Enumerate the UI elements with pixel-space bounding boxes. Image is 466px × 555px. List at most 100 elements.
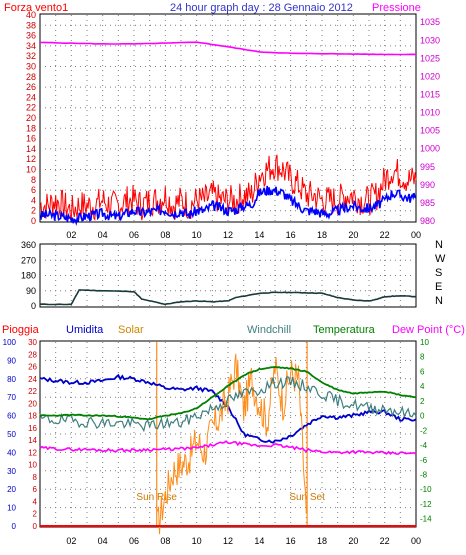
umidita-y-tick-label: 60 [7,412,16,421]
pressure-y-tick-label: 1000 [420,144,440,154]
pioggia-y-tick-label: 6 [33,485,38,494]
x-tick-label: 06 [129,536,139,546]
sun-marker-label: Sun Rise [136,492,177,503]
temperature-y-tick-label: -4 [420,441,428,450]
temperature-y-tick-label: 6 [420,367,425,376]
pioggia-y-tick-label: 26 [28,363,37,372]
x-tick-label: 08 [160,230,170,240]
pioggia-y-tick-label: 18 [28,412,37,421]
wind-y-tick-label: 20 [26,113,36,123]
x-tick-label: 14 [254,230,264,240]
pioggia-y-tick-label: 30 [28,338,37,347]
wind-direction-line [39,289,417,306]
umidita-y-tick-label: 50 [7,430,16,439]
wind-y-tick-label: 2 [31,206,36,216]
pressure-line [39,41,417,56]
graph-title: 24 hour graph day : 28 Gennaio 2012 [170,2,353,14]
pressure-y-tick-label: 1005 [420,126,440,136]
temperature-y-tick-label: -8 [420,470,428,479]
wind-y-tick-label: 26 [26,82,36,92]
x-tick-label: 16 [286,536,296,546]
legend-dewpoint: Dew Point (°C) [392,324,465,336]
windchill-line [39,376,417,433]
temperature-y-tick-label: 0 [420,412,425,421]
series-layer: Sun Rise Sun Set [39,41,417,535]
wind-y-tick-label: 4 [31,195,36,205]
umidita-y-tick-label: 0 [12,522,17,531]
x-tick-label: 02 [66,230,76,240]
x-tick-label: 14 [254,536,264,546]
pioggia-y-tick-label: 0 [33,522,38,531]
pioggia-y-tick-label: 12 [28,448,37,457]
wind-y-tick-label: 28 [26,72,36,82]
pioggia-y-tick-label: 4 [33,497,38,506]
wind-y-tick-label: 24 [26,92,36,102]
pioggia-y-tick-label: 24 [28,375,37,384]
legend-umidita: Umidita [66,324,104,336]
x-tick-label: 22 [380,536,390,546]
temperature-y-tick-label: -14 [420,515,432,524]
x-tick-label: 22 [380,230,390,240]
axis-layer: 0246810121416182022242628303234363840980… [3,10,446,546]
umidita-y-tick-label: 30 [7,467,16,476]
umidita-y-tick-label: 20 [7,485,16,494]
temperatura-line [39,366,417,421]
wind-y-tick-label: 32 [26,51,36,61]
pressure-y-tick-label: 980 [420,216,435,226]
x-tick-label: 12 [223,230,233,240]
x-tick-label: 02 [66,536,76,546]
legend-windchill: Windchill [247,324,291,336]
x-tick-label: 08 [160,536,170,546]
umidita-y-tick-label: 10 [7,504,16,513]
wind-y-tick-label: 16 [26,134,36,144]
solar-line [157,353,307,535]
compass-label-n: N [435,295,443,307]
pioggia-y-tick-label: 2 [33,510,38,519]
pioggia-y-tick-label: 20 [28,399,37,408]
pressure-y-tick-label: 995 [420,162,435,172]
pressione-label: Pressione [372,2,421,14]
x-tick-label: 18 [317,230,327,240]
legend-temperatura: Temperatura [313,324,376,336]
wind-y-tick-label: 38 [26,20,36,30]
temperature-y-tick-label: -6 [420,456,428,465]
direction-y-tick-label: 90 [26,286,36,296]
wind-y-tick-label: 22 [26,103,36,113]
direction-y-tick-label: 270 [21,255,36,265]
grid-layer [40,15,416,526]
temperature-y-tick-label: -10 [420,485,432,494]
temperature-y-tick-label: 10 [420,338,429,347]
x-tick-label: 18 [317,536,327,546]
umidita-y-tick-label: 100 [3,338,17,347]
temperature-y-tick-label: -2 [420,426,428,435]
pressure-y-tick-label: 1030 [420,35,440,45]
compass-label-s: S [435,267,442,279]
temperature-y-tick-label: 8 [420,353,425,362]
pressure-y-tick-label: 1010 [420,108,440,118]
x-tick-label: 20 [348,536,358,546]
direction-y-tick-label: 0 [31,301,36,311]
pressure-y-tick-label: 1035 [420,17,440,27]
wind-y-tick-label: 12 [26,154,36,164]
wind-y-tick-label: 18 [26,123,36,133]
pioggia-y-tick-label: 10 [28,461,37,470]
wind-y-tick-label: 14 [26,144,36,154]
pioggia-y-tick-label: 8 [33,473,38,482]
direction-y-tick-label: 180 [21,271,36,281]
x-tick-label: 00 [411,230,421,240]
pioggia-y-tick-label: 28 [28,350,37,359]
pioggia-y-tick-label: 22 [28,387,37,396]
x-tick-label: 10 [192,230,202,240]
x-tick-label: 20 [348,230,358,240]
pressure-y-tick-label: 1015 [420,90,440,100]
wind-y-tick-label: 6 [31,185,36,195]
compass-label-n: N [435,239,443,251]
legend-pioggia: Pioggia [2,324,40,336]
pressure-y-tick-label: 985 [420,198,435,208]
wind-average-line [39,185,417,227]
pressure-y-tick-label: 1025 [420,53,440,63]
x-tick-label: 00 [411,536,421,546]
pioggia-y-tick-label: 16 [28,424,37,433]
direction-y-tick-label: 360 [21,240,36,250]
